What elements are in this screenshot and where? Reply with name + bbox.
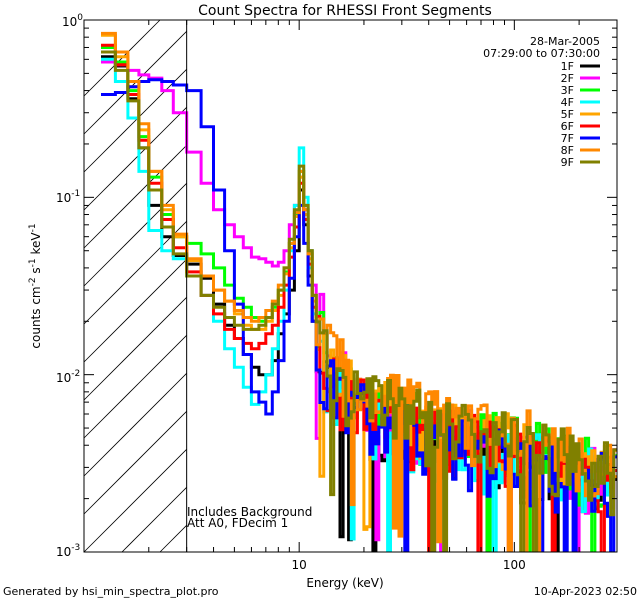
hatch-line (83, 259, 187, 363)
x-axis-label: Energy (keV) (306, 576, 383, 590)
legend-label: 7F (561, 132, 574, 145)
time-range-label: 07:29:00 to 07:30:00 (483, 47, 600, 60)
y-tick-label: 100 (62, 13, 83, 29)
legend-label: 8F (561, 144, 574, 157)
hatch-line (83, 411, 187, 515)
legend-label: 5F (561, 108, 574, 121)
series-8f (101, 31, 617, 552)
y-tick-label: 10-3 (56, 543, 80, 559)
hatch-line (83, 335, 187, 439)
y-tick-labels: 10-3 10-2 10-1 100 (56, 13, 83, 559)
legend-label: 4F (561, 96, 574, 109)
background-note: Includes Background (187, 505, 312, 519)
timestamp-footer: 10-Apr-2023 02:50 (534, 585, 637, 598)
hatch-line (83, 449, 187, 553)
series-lines (101, 31, 617, 552)
hatch-line (83, 373, 187, 477)
hatch-line (83, 183, 187, 287)
x-tick-label: 10 (292, 558, 307, 572)
date-label: 28-Mar-2005 (530, 35, 600, 48)
y-axis-label: counts cm-2 s-1 keV-1 (28, 223, 43, 348)
legend-label: 9F (561, 156, 574, 169)
plot-frame (83, 19, 618, 553)
hatch-line (83, 107, 187, 211)
hatch-line (83, 145, 187, 249)
attenuator-note: Att A0, FDecim 1 (187, 516, 288, 530)
axis-ticks (83, 19, 618, 553)
chart-title: Count Spectra for RHESSI Front Segments (198, 3, 492, 19)
y-tick-label: 10-1 (56, 189, 80, 205)
hatch-line (159, 525, 187, 553)
hatch-line (83, 221, 187, 325)
legend-label: 3F (561, 84, 574, 97)
generator-footer: Generated by hsi_min_spectra_plot.pro (3, 585, 219, 598)
legend-label: 2F (561, 72, 574, 85)
hatch-line (121, 487, 187, 553)
hatch-line (83, 297, 187, 401)
y-tick-label: 10-2 (56, 369, 80, 385)
series-9f (101, 50, 617, 552)
x-tick-label: 100 (503, 558, 526, 572)
hatch-line (83, 69, 187, 173)
low-energy-hatch (83, 19, 187, 553)
legend-label: 1F (561, 60, 574, 73)
legend-label: 6F (561, 120, 574, 133)
